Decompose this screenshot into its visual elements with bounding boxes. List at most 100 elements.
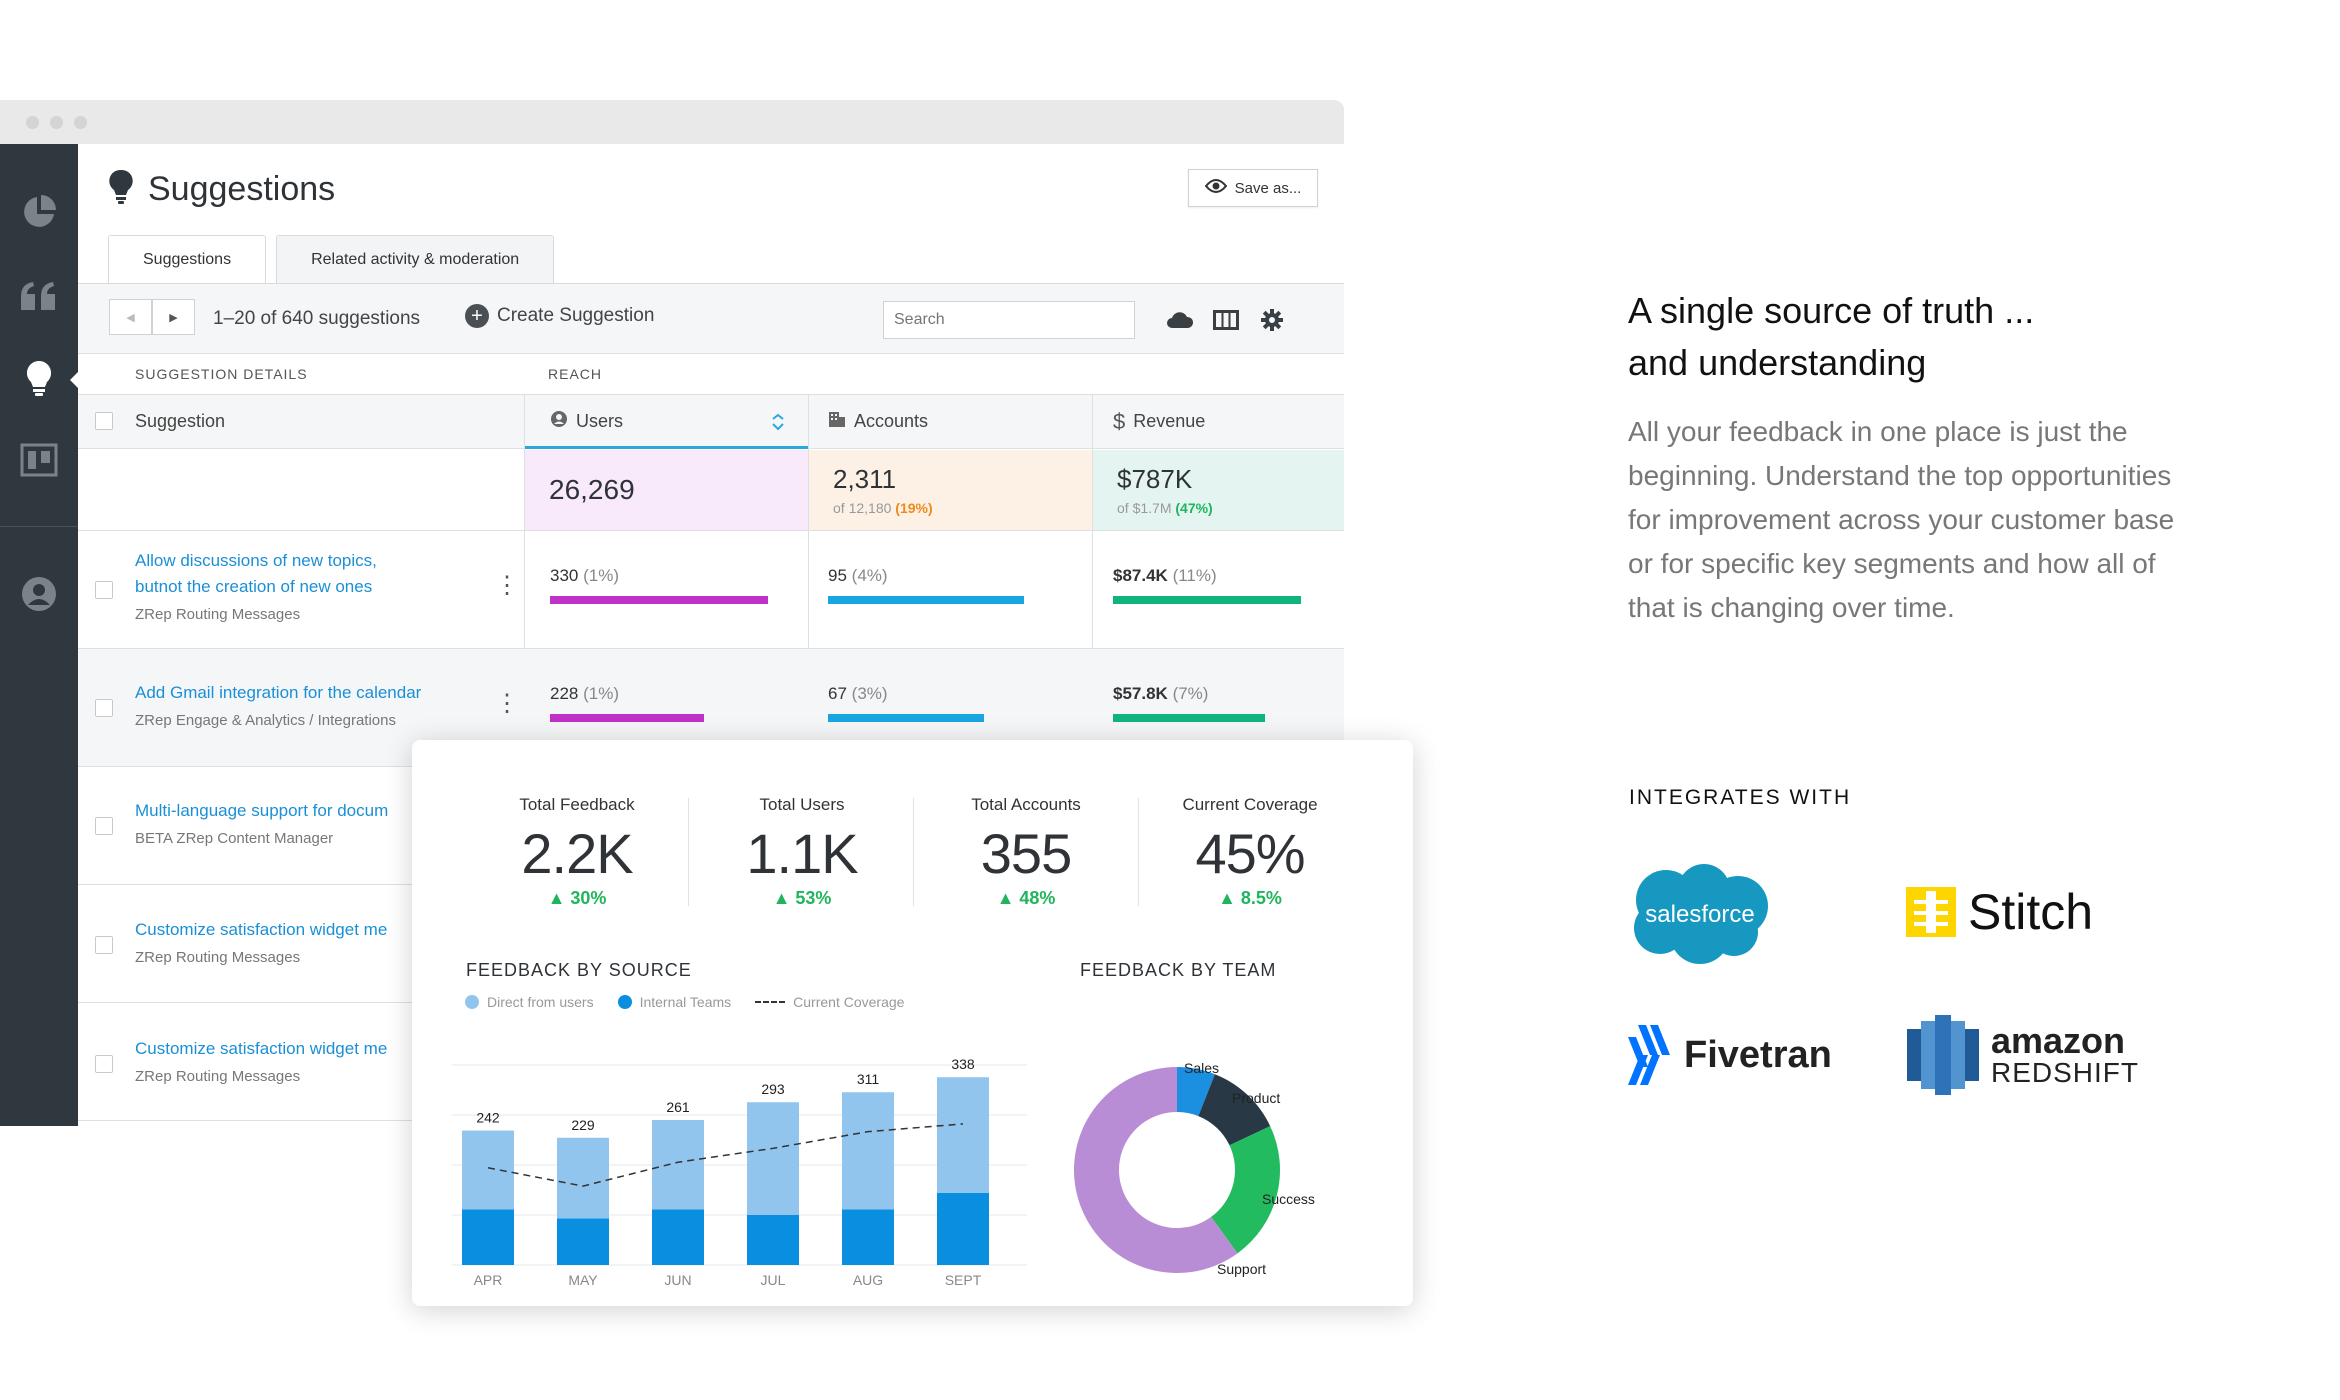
stat-divider	[688, 798, 689, 906]
row-checkbox[interactable]	[95, 817, 113, 835]
bar-internal-teams	[652, 1209, 704, 1265]
users-count: 228	[550, 684, 579, 703]
stat-delta: ▲ 48%	[996, 888, 1056, 908]
column-header-users[interactable]: Users	[550, 395, 623, 448]
stat-value: 355	[980, 822, 1072, 885]
suggestion-title-link[interactable]: Add Gmail integration for the calendar	[135, 683, 422, 702]
total-accounts-sub: of 12,180 (19%)	[833, 500, 933, 516]
legend-swatch	[465, 995, 479, 1009]
revenue-bar	[1113, 714, 1265, 722]
revenue-amount: $57.8K	[1113, 684, 1168, 703]
x-tick-label: MAY	[568, 1272, 598, 1288]
board-icon[interactable]	[17, 438, 61, 482]
revenue-pct: (7%)	[1172, 684, 1209, 703]
marketing-heading: A single source of truth ... and underst…	[1628, 285, 2188, 389]
select-all-checkbox[interactable]	[95, 412, 113, 430]
sort-chevron-icon[interactable]	[770, 395, 786, 448]
bar-direct-from-users	[842, 1092, 894, 1210]
tab-related-activity[interactable]: Related activity & moderation	[276, 235, 555, 283]
gear-icon[interactable]	[1258, 306, 1286, 334]
donut-slice-sales	[1177, 1067, 1215, 1117]
feedback-by-source-title: FEEDBACK BY SOURCE	[466, 960, 692, 980]
suggestion-category: ZRep Routing Messages	[135, 1068, 301, 1085]
row-checkbox[interactable]	[95, 936, 113, 954]
row-checkbox[interactable]	[95, 1055, 113, 1073]
building-icon	[828, 410, 846, 433]
suggestion-title-link[interactable]: Customize satisfaction widget me	[135, 920, 388, 939]
window-dot	[74, 116, 87, 129]
window-dot	[26, 116, 39, 129]
next-page-button[interactable]: ▶	[152, 299, 195, 335]
total-accounts-cell: 2,311 of 12,180 (19%)	[809, 450, 1092, 530]
tab-suggestions[interactable]: Suggestions	[108, 235, 267, 284]
slice-label: Sales	[1184, 1060, 1219, 1076]
save-as-button[interactable]: Save as...	[1188, 169, 1318, 207]
redshift-wordmark: amazon REDSHIFT	[1991, 1023, 2139, 1087]
column-header-suggestion[interactable]: Suggestion	[135, 411, 226, 431]
total-accounts-value: 2,311	[833, 464, 897, 494]
revenue-amount: $87.4K	[1113, 566, 1168, 585]
suggestion-category: BETA ZRep Content Manager	[135, 830, 334, 847]
chart-legend: Direct from users Internal Teams Current…	[465, 994, 904, 1010]
create-suggestion-button[interactable]: + Create Suggestion	[465, 304, 654, 328]
cloud-icon[interactable]	[1166, 306, 1194, 334]
pie-chart-icon[interactable]	[17, 190, 61, 234]
stat-label: Total Users	[759, 795, 845, 814]
bar-total-label: 261	[666, 1099, 690, 1115]
users-bar	[550, 596, 768, 604]
stitch-wordmark: Stitch	[1968, 884, 2094, 940]
more-options-icon[interactable]: ⋮	[495, 690, 519, 717]
x-tick-label: AUG	[853, 1272, 883, 1288]
bar-internal-teams	[747, 1215, 799, 1265]
x-tick-label: APR	[474, 1272, 503, 1288]
row-checkbox[interactable]	[95, 581, 113, 599]
suggestion-title-link[interactable]: Customize satisfaction widget me	[135, 1039, 388, 1058]
active-indicator	[70, 372, 78, 388]
column-header-row: Suggestion Users Accounts $ Revenue	[78, 394, 1344, 449]
row-checkbox[interactable]	[95, 699, 113, 717]
quote-icon[interactable]	[17, 274, 61, 318]
column-header-revenue[interactable]: $ Revenue	[1113, 395, 1205, 448]
bar-internal-teams	[462, 1209, 514, 1265]
page-header: Suggestions	[108, 168, 335, 211]
search-input[interactable]	[883, 301, 1135, 339]
columns-icon[interactable]	[1212, 306, 1240, 334]
stat-current-coverage: Current Coverage 45% ▲ 8.5%	[1140, 795, 1360, 909]
feedback-by-team-chart: Sales Product Success Support	[1074, 1060, 1315, 1277]
suggestion-title-link[interactable]: Allow discussions of new topics,	[135, 551, 377, 570]
redshift-mark-icon	[1907, 1015, 1979, 1095]
marketing-body: All your feedback in one place is just t…	[1628, 416, 2175, 623]
x-tick-label: JUN	[664, 1272, 691, 1288]
lightbulb-icon[interactable]	[17, 356, 61, 400]
user-avatar-icon[interactable]	[17, 572, 61, 616]
accounts-header-label: Accounts	[854, 411, 929, 431]
stat-total-users: Total Users 1.1K ▲ 53%	[692, 795, 912, 909]
suggestion-title-link[interactable]: butnot the creation of new ones	[135, 577, 373, 596]
more-options-icon[interactable]: ⋮	[495, 572, 519, 599]
salesforce-wordmark: salesforce	[1645, 901, 1754, 928]
bar-direct-from-users	[747, 1102, 799, 1215]
accounts-bar	[828, 714, 984, 722]
create-suggestion-label: Create Suggestion	[497, 305, 655, 326]
stat-divider	[1138, 798, 1139, 906]
stat-value: 45%	[1195, 822, 1305, 885]
eye-icon	[1204, 178, 1227, 198]
user-icon	[550, 410, 568, 433]
users-bar	[550, 714, 704, 722]
bar-direct-from-users	[937, 1077, 989, 1193]
x-tick-label: JUL	[761, 1272, 786, 1288]
total-users-cell: 26,269	[525, 450, 808, 530]
amazon-redshift-logo: amazon REDSHIFT	[1907, 1015, 2139, 1095]
fivetran-wordmark: Fivetran	[1684, 1033, 1832, 1076]
stat-value: 1.1K	[746, 822, 858, 885]
revenue-bar	[1113, 596, 1301, 604]
stitch-logo: Stitch	[1906, 883, 2093, 941]
column-divider	[808, 394, 809, 886]
bar-internal-teams	[937, 1192, 989, 1265]
fivetran-logo: Fivetran	[1628, 1025, 1832, 1085]
prev-page-button[interactable]: ◀	[109, 299, 152, 335]
legend-label: Direct from users	[487, 994, 594, 1010]
bar-total-label: 293	[761, 1081, 785, 1097]
suggestion-title-link[interactable]: Multi-language support for docum	[135, 801, 389, 820]
column-header-accounts[interactable]: Accounts	[828, 395, 928, 448]
